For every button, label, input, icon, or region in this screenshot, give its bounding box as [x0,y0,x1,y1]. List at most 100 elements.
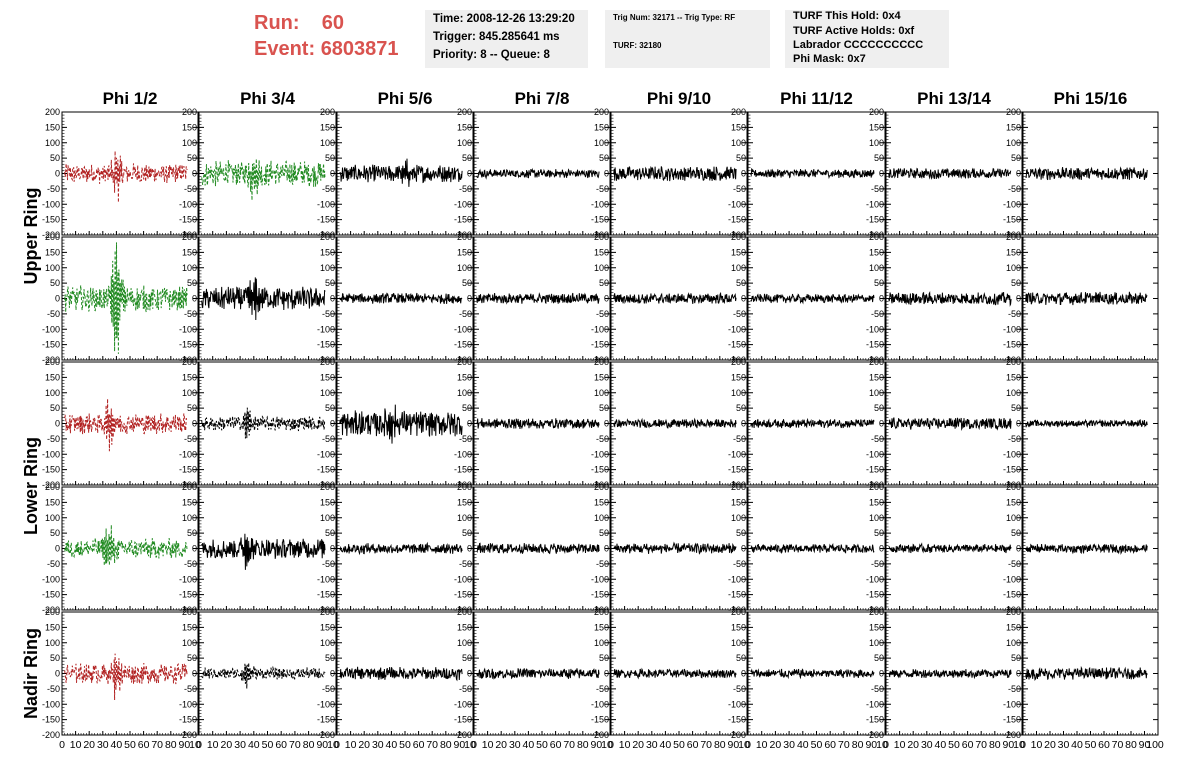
y-tick-label: 150 [320,497,335,507]
y-tick-label: -50 [596,309,609,319]
y-tick-label: -150 [728,715,746,725]
y-tick-label: -200 [179,230,197,240]
y-tick-label: 0 [467,169,472,179]
y-tick-label: -150 [591,590,609,600]
y-tick-label: -100 [728,199,746,209]
y-tick-label: 100 [182,388,197,398]
y-tick-label: 100 [182,138,197,148]
y-tick-label: -200 [454,730,472,740]
time-text: Time: 2008-12-26 13:29:20 [433,13,575,25]
y-tick-label: -100 [454,699,472,709]
y-tick-label: 0 [330,419,335,429]
y-tick-label: -150 [728,340,746,350]
waveform-panel: -200 -150 -100 -50 0 50 100 150 200 [179,482,337,615]
y-tick-label: -50 [733,684,746,694]
y-tick-label: 100 [45,138,60,148]
waveform-panel: -200 -150 -100 -50 0 50 100 150 200 [866,107,1023,240]
y-tick-label: -100 [42,574,60,584]
y-tick-label: 0 [330,294,335,304]
y-tick-label: -50 [459,309,472,319]
waveform-panel: -200 -150 -100 -50 0 50 100 150 200 [866,232,1023,365]
time-info-box: Time: 2008-12-26 13:29:20 Trigger: 845.2… [425,10,588,68]
y-tick-label: 200 [320,607,335,617]
waveform-panel: -200 -150 -100 -50 0 50 100 150 200 [454,357,611,490]
waveform-panel: -200 -150 -100 -50 0 50 100 150 200 [454,482,611,615]
y-tick-label: 50 [187,278,197,288]
y-tick-label: -50 [871,559,884,569]
y-tick-label: 0 [1016,544,1021,554]
y-tick-label: 100 [320,138,335,148]
y-tick-label: 200 [457,607,472,617]
y-tick-label: 50 [462,653,472,663]
y-tick-label: -100 [866,574,884,584]
y-tick-label: 200 [45,607,60,617]
priority-text: Priority: 8 -- Queue: 8 [433,49,550,61]
y-tick-label: -150 [317,215,335,225]
y-tick-label: 0 [741,169,746,179]
y-tick-label: -150 [728,465,746,475]
y-tick-label: 0 [741,669,746,679]
y-tick-label: 50 [599,153,609,163]
y-tick-label: -150 [591,465,609,475]
turf-info-box: TURF This Hold: 0x4 TURF Active Holds: 0… [785,10,949,68]
y-tick-label: -50 [459,434,472,444]
y-tick-label: 200 [457,482,472,492]
waveform-panel: -200 -150 -100 -50 0 50 100 150 200 [1003,232,1159,365]
y-tick-label: -100 [728,449,746,459]
y-tick-label: -50 [596,184,609,194]
waveform-trace [201,407,326,439]
y-tick-label: -150 [454,465,472,475]
y-tick-label: -50 [322,559,335,569]
y-tick-label: 0 [55,669,60,679]
y-tick-label: -100 [591,574,609,584]
y-tick-label: 0 [55,294,60,304]
phi-mask-text: Phi Mask: 0x7 [793,53,866,65]
y-tick-label: -200 [317,480,335,490]
y-tick-label: -50 [184,684,197,694]
y-tick-label: -200 [1003,230,1021,240]
y-tick-label: 100 [1006,138,1021,148]
y-tick-label: -50 [47,559,60,569]
waveform-trace [476,542,600,555]
y-tick-label: -50 [459,684,472,694]
y-tick-label: -100 [179,574,197,584]
y-tick-label: -50 [47,184,60,194]
y-tick-label: -150 [317,715,335,725]
y-tick-label: 150 [731,372,746,382]
y-tick-label: -100 [42,199,60,209]
y-tick-label: 100 [457,263,472,273]
y-tick-label: 200 [869,107,884,117]
y-tick-label: 0 [55,544,60,554]
y-tick-label: -50 [871,309,884,319]
y-tick-label: 200 [731,107,746,117]
y-tick-label: -50 [733,434,746,444]
y-tick-label: -200 [179,730,197,740]
y-tick-label: 0 [604,669,609,679]
y-tick-label: -100 [42,449,60,459]
turf-text: TURF: 32180 [613,41,662,50]
y-tick-label: 200 [731,482,746,492]
y-tick-label: -100 [454,324,472,334]
y-tick-label: 150 [457,122,472,132]
y-tick-label: 150 [731,122,746,132]
y-tick-label: -50 [1008,434,1021,444]
y-tick-label: -150 [454,590,472,600]
y-tick-label: 100 [457,388,472,398]
y-tick-label: -150 [866,465,884,475]
y-tick-label: 200 [731,607,746,617]
panel-frame [61,361,199,486]
y-tick-label: 150 [182,622,197,632]
waveform-trace [201,158,326,201]
y-tick-label: -200 [591,230,609,240]
y-tick-label: 100 [731,388,746,398]
y-tick-label: -150 [42,465,60,475]
y-tick-label: 150 [45,122,60,132]
y-tick-label: 100 [594,388,609,398]
waveform-panel: -200 -150 -100 -50 0 50 100 150 200 [317,482,474,615]
y-tick-label: -200 [42,230,60,240]
y-tick-label: 0 [192,294,197,304]
y-tick-label: 50 [187,528,197,538]
y-tick-label: 200 [594,607,609,617]
y-tick-label: 100 [182,263,197,273]
waveform-panel: -200 -150 -100 -50 0 50 100 150 200 [728,107,886,240]
